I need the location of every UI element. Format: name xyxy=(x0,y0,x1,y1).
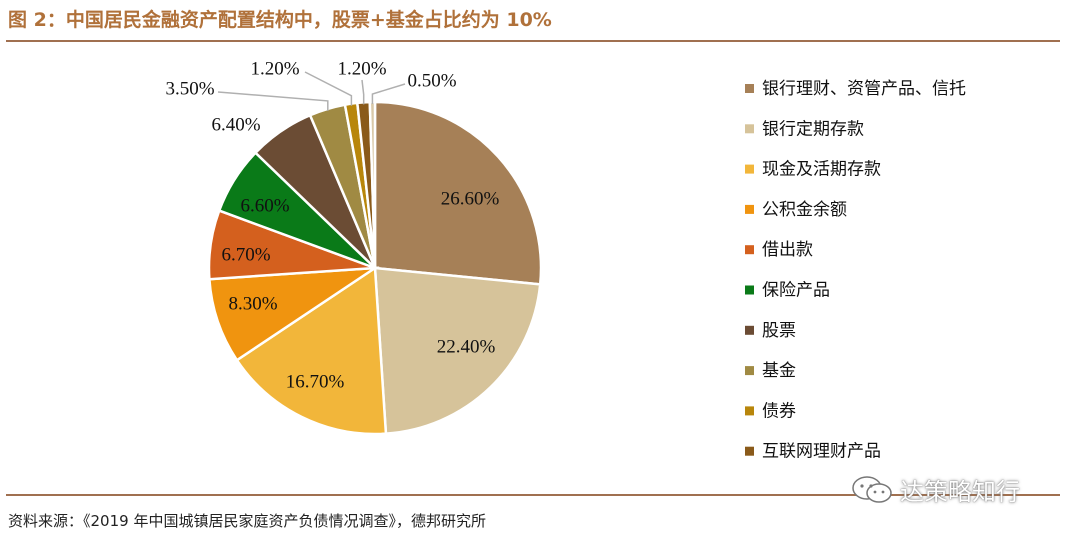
chart-title: 图 2：中国居民金融资产配置结构中，股票+基金占比约为 10% xyxy=(8,9,552,31)
pie-slice xyxy=(373,100,543,286)
slice-value-label: 26.60% xyxy=(441,188,500,209)
watermark-text: 达策略知行 xyxy=(900,478,1020,506)
legend-label: 互联网理财产品 xyxy=(762,442,881,462)
legend-label: 银行定期存款 xyxy=(762,119,864,139)
legend-label: 股票 xyxy=(762,321,796,341)
legend-swatch xyxy=(745,366,754,376)
slice-value-label: 6.60% xyxy=(240,195,289,216)
legend-label: 公积金余额 xyxy=(762,200,847,220)
legend-label: 银行理财、资管产品、信托 xyxy=(762,79,966,99)
legend: 银行理财、资管产品、信托银行定期存款现金及活期存款公积金余额借出款保险产品股票基… xyxy=(745,79,966,462)
slice-value-label: 1.20% xyxy=(337,58,386,79)
legend-label: 保险产品 xyxy=(762,281,830,301)
slice-value-label: 16.70% xyxy=(286,371,345,392)
pie-slice xyxy=(235,265,388,436)
legend-swatch xyxy=(745,84,754,93)
slice-value-label: 6.70% xyxy=(221,244,270,265)
legend-swatch xyxy=(745,204,754,214)
legend-swatch xyxy=(745,325,754,335)
leader-line xyxy=(217,91,329,111)
leader-line xyxy=(361,79,365,105)
legend-swatch xyxy=(745,446,754,456)
wechat-icon xyxy=(852,475,892,503)
slice-value-label: 3.50% xyxy=(165,78,214,99)
legend-label: 借出款 xyxy=(762,240,813,260)
slice-value-label: 6.40% xyxy=(211,114,260,135)
legend-label: 现金及活期存款 xyxy=(762,160,881,180)
top-divider xyxy=(6,40,1060,42)
legend-swatch xyxy=(745,124,754,134)
pie-slice xyxy=(208,266,380,362)
leader-line xyxy=(371,83,406,105)
legend-label: 债券 xyxy=(762,401,796,421)
slice-value-label: 8.30% xyxy=(228,293,277,314)
source-note: 资料来源：《2019 年中国城镇居民家庭资产负债情况调查》，德邦研究所 xyxy=(8,512,486,530)
bottom-divider xyxy=(6,494,1060,496)
leader-line xyxy=(304,71,353,106)
legend-swatch xyxy=(745,245,754,255)
legend-swatch xyxy=(745,164,754,174)
legend-swatch xyxy=(745,285,754,295)
legend-label: 基金 xyxy=(762,361,796,381)
leader-lines xyxy=(217,71,406,111)
slice-labels: 26.60% 22.40% 16.70% 8.30% 6.70% 6.60% 6.40% 3.… xyxy=(165,58,499,392)
pie-slice xyxy=(373,266,542,435)
slice-value-label: 1.20% xyxy=(250,58,299,79)
pie-slices xyxy=(207,100,543,436)
slice-value-label: 0.50% xyxy=(407,70,456,91)
watermark: 达策略知行 xyxy=(850,472,1020,507)
legend-swatch xyxy=(745,406,754,416)
slice-value-label: 22.40% xyxy=(437,336,496,357)
